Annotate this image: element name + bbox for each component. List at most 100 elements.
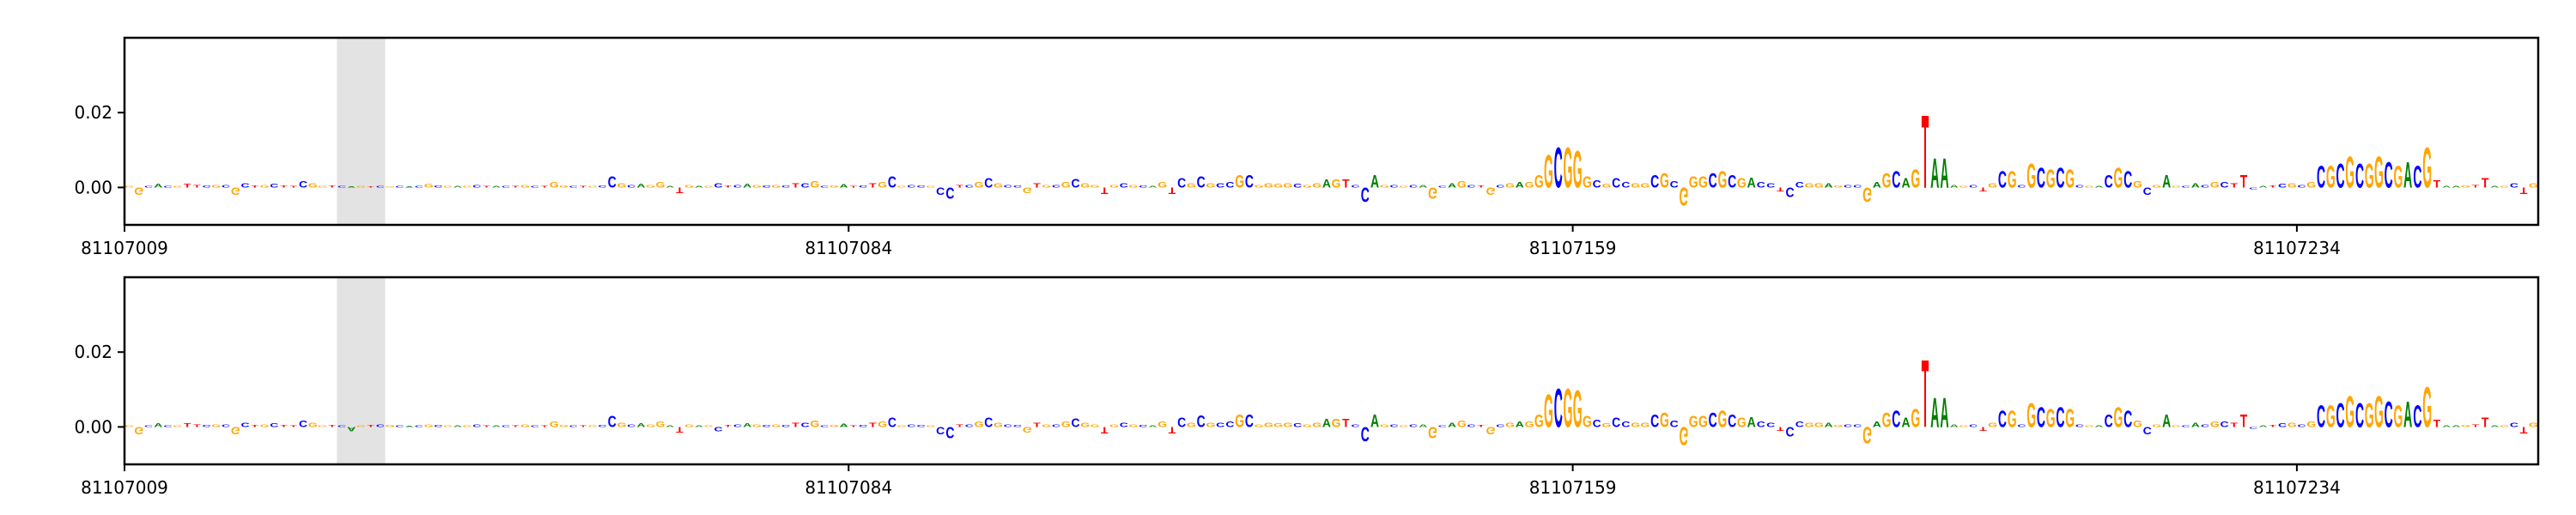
logo-letter: C [1293,183,1302,189]
logo-letter: G [2500,425,2509,427]
logo-letter: C [1467,185,1476,189]
logo-letter: T [580,185,588,188]
logo-letter: A [1901,177,1911,191]
logo-letter: C [888,174,896,191]
logo-letter: C [1409,424,1419,428]
logo-letter: T [193,185,201,189]
logo-letter: G [2008,166,2017,192]
logo-letter: G [2422,136,2432,201]
logo-letter: G [752,185,762,189]
logo-letter: G [1805,183,1814,190]
logo-letter: G [443,185,453,188]
logo-letter: C [1216,422,1224,429]
logo-letter: C [965,185,975,189]
logo-letter: C [2075,424,2085,428]
logo-letter: G [231,185,240,197]
logo-letter: T [512,425,520,427]
logo-letter: T [289,425,298,427]
logo-letter: G [318,185,327,188]
logo-letter: A [1873,180,1882,190]
logo-letter: G [356,425,366,427]
logo-letter: G [811,419,820,429]
logo-letter: C [2297,424,2306,428]
logo-letter: G [752,424,762,428]
logo-letter: C [222,185,231,189]
logo-letter: G [926,425,935,427]
logo-letter: C [984,177,993,191]
logo-letter: G [617,422,627,429]
logo-letter: G [1486,185,1496,197]
logo-letter: G [2306,420,2316,429]
logo-letter: C [2221,420,2230,429]
logo-letter: T [193,424,201,428]
logo-letter: T [1922,94,1929,210]
logo-letter: A [1419,185,1428,189]
logo-letter: C [627,424,636,428]
logo-letter: G [1882,409,1892,433]
logo-letter: C [472,185,482,189]
logo-letter: T [2482,416,2489,431]
logo-letter: T [252,425,260,428]
logo-letter: C [1071,177,1079,191]
logo-letter: T [1922,340,1929,448]
logo-letter: C [395,185,404,188]
logo-letter: G [134,425,143,437]
logo-letter: G [588,425,598,427]
logo-letter: G [2133,179,2142,190]
logo-letter: C [2317,159,2325,194]
logo-letter: G [684,185,694,189]
logo-letter: C [1052,185,1061,189]
logo-letter: A [405,186,414,188]
logo-letter: C [608,174,617,191]
logo-letter: T [2433,178,2441,190]
logo-letter: C [2385,154,2393,195]
logo-letter: G [1273,183,1283,189]
logo-letter: G [926,185,935,188]
logo-letter: C [434,425,443,428]
logo-letter: C [2123,166,2132,192]
logo-letter: T [676,425,683,434]
logo-letter: G [704,185,714,188]
logo-letter: C [2123,405,2132,432]
logo-letter: G [308,422,318,429]
logo-letter: C [1361,182,1370,205]
logo-letter: C [1245,410,1254,431]
x-tick-label: 81107009 [81,238,168,258]
logo-letter: C [337,425,347,427]
logo-letter: C [1844,185,1853,189]
logo-letter: C [781,425,791,428]
logo-letter: C [1795,420,1805,429]
logo-letter: G [2152,185,2161,189]
logo-letter: C [203,425,212,428]
logo-letter: C [395,425,404,427]
logo-letter: T [2482,177,2489,191]
logo-letter: A [2162,410,2171,431]
logo-letter: G [1091,424,1100,428]
logo-letter: C [299,179,307,190]
logo-letter: T [724,425,732,428]
logo-letter: G [1129,185,1139,189]
logo-letter: G [1283,183,1292,190]
logo-letter: C [907,185,916,189]
logo-letter: T [2269,185,2278,189]
logo-letter: A [695,425,703,427]
logo-letter: C [1225,420,1235,429]
logo-letter: T [2520,425,2528,435]
y-tick-label: 0.02 [74,342,112,362]
logo-letter: G [1882,170,1892,193]
logo-letter: T [483,425,491,427]
logo-letter: G [1631,183,1640,190]
logo-letter: G [2046,166,2056,194]
logo-letter: T [512,185,520,188]
y-tick-label: 0.02 [74,102,112,123]
logo-letter: C [1969,424,1978,428]
logo-letter: A [840,184,849,189]
logo-letter: G [550,420,559,429]
logo-letter: G [1109,424,1119,428]
logo-letter: C [2105,410,2113,431]
logo-letter: G [260,424,270,428]
logo-letter: G [646,185,655,189]
logo-letter: G [1833,185,1843,189]
logo-letter: C [1390,424,1400,428]
logo-letter: G [811,179,820,190]
